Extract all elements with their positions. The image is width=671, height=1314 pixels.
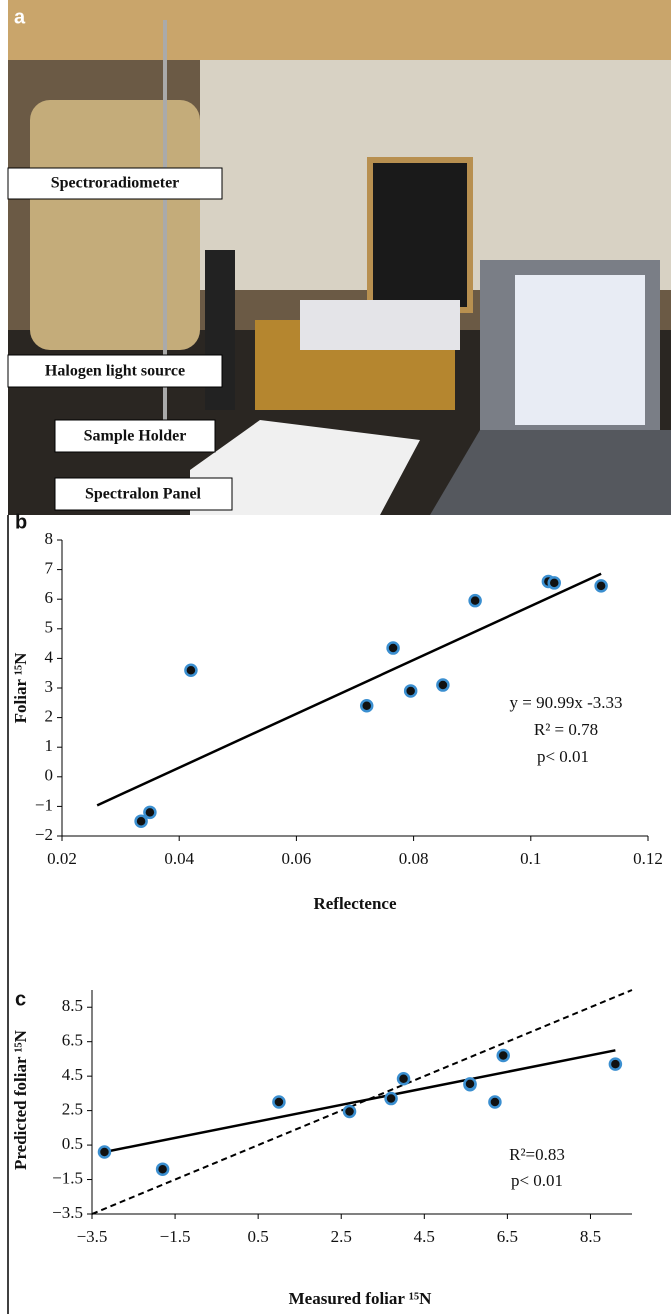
plastic (300, 300, 460, 350)
point (184, 663, 198, 677)
annotation: p< 0.01 (511, 1171, 563, 1190)
y-tick-label: 6 (45, 588, 54, 607)
laptop-display (515, 275, 645, 425)
y-tick-label: −1.5 (52, 1168, 83, 1187)
x-tick-label: 0.12 (633, 849, 663, 868)
fit-line (104, 1049, 616, 1154)
photo-label: Spectroradiometer (51, 175, 180, 192)
y-axis-title: Foliar ¹⁵N (11, 652, 30, 724)
x-tick-label: 0.1 (520, 849, 541, 868)
y-tick-label: 6.5 (62, 1031, 83, 1050)
photo-label: Sample Holder (84, 428, 187, 445)
panel (367, 157, 473, 313)
annotation: R²=0.83 (509, 1145, 565, 1164)
panel-label: b (15, 511, 27, 533)
point (384, 1091, 398, 1106)
label-box (7, 167, 223, 200)
y-tick-label: −1 (35, 795, 53, 814)
y-tick-label: −2 (35, 825, 53, 844)
photo-label: Spectralon Panel (85, 486, 202, 503)
x-axis-title: Reflectence (313, 894, 397, 913)
point (547, 576, 561, 590)
x-tick-label: 0.08 (399, 849, 429, 868)
point (608, 1057, 623, 1071)
spectralon (190, 420, 420, 515)
point (436, 678, 450, 692)
cabinet (8, 0, 671, 60)
label-box (54, 477, 233, 511)
point (594, 579, 608, 593)
point (97, 1145, 112, 1159)
annotation: y = 90.99x -3.33 (510, 693, 623, 712)
x-tick-label: −1.5 (160, 1227, 191, 1246)
y-tick-label: 1 (45, 736, 54, 755)
backpack (30, 100, 200, 350)
point (396, 1071, 411, 1086)
y-tick-label: 4.5 (62, 1065, 83, 1084)
y-tick-label: 0 (45, 766, 54, 785)
point (143, 805, 157, 820)
laptop-keyboard (430, 430, 671, 515)
x-tick-label: 6.5 (497, 1227, 518, 1246)
point (488, 1095, 502, 1109)
y-tick-label: 2 (45, 707, 54, 726)
y-tick-label: 2.5 (62, 1100, 83, 1119)
x-tick-label: 2.5 (331, 1227, 352, 1246)
x-tick-label: 4.5 (414, 1227, 435, 1246)
label-box (7, 354, 223, 388)
panel-label: a (14, 6, 26, 28)
y-tick-label: 3 (45, 677, 54, 696)
y-tick-label: 5 (45, 618, 54, 637)
y-tick-label: 8 (45, 529, 54, 548)
point (359, 699, 374, 713)
x-tick-label: −3.5 (77, 1227, 108, 1246)
photo-label: Halogen light source (45, 363, 185, 380)
x-tick-label: 0.5 (248, 1227, 269, 1246)
x-axis-title: Measured foliar ¹⁵N (289, 1289, 432, 1308)
y-tick-label: 0.5 (62, 1134, 83, 1153)
panel-label: c (15, 988, 26, 1010)
point (272, 1095, 286, 1109)
point (342, 1104, 357, 1119)
point (403, 684, 418, 698)
x-tick-label: 0.06 (282, 849, 312, 868)
y-tick-label: −3.5 (52, 1203, 83, 1222)
y-tick-label: 7 (45, 559, 54, 578)
annotation: R² = 0.78 (534, 720, 598, 739)
x-tick-label: 0.02 (47, 849, 77, 868)
point (155, 1162, 170, 1176)
y-axis-title: Predicted foliar ¹⁵N (11, 1029, 30, 1170)
annotation: p< 0.01 (537, 747, 589, 766)
x-tick-label: 0.04 (164, 849, 194, 868)
y-tick-label: 4 (45, 647, 54, 666)
point (134, 814, 148, 828)
point (496, 1048, 510, 1063)
reference-line (91, 989, 633, 1215)
point (386, 641, 400, 655)
photo: a Spectroradiometer Halogen light source… (7, 0, 671, 515)
point (463, 1077, 477, 1091)
point (468, 593, 482, 608)
x-tick-label: 8.5 (580, 1227, 601, 1246)
y-tick-label: 8.5 (62, 996, 83, 1015)
label-box (54, 419, 216, 453)
fit-line (96, 572, 602, 807)
